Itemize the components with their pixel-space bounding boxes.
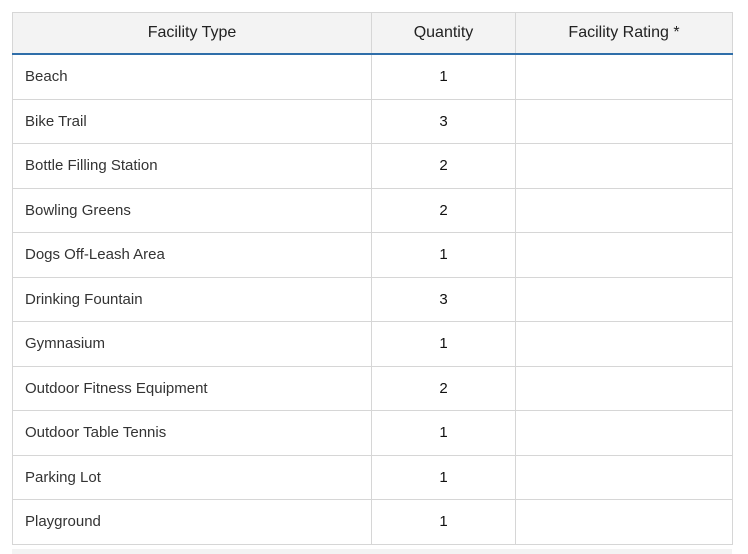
quantity-cell: 1 <box>371 53 516 100</box>
table-row: Beach 1 <box>12 53 733 100</box>
facility-rating-cell[interactable] <box>515 143 733 189</box>
table-row: Drinking Fountain 3 <box>12 276 733 322</box>
facility-type-cell: Playground <box>12 499 372 545</box>
quantity-cell: 2 <box>371 143 516 189</box>
facility-type-cell: Outdoor Table Tennis <box>12 410 372 456</box>
table-row: Outdoor Fitness Equipment 2 <box>12 365 733 411</box>
bottom-divider <box>12 549 732 554</box>
table-row: Playground 1 <box>12 499 733 545</box>
quantity-cell: 3 <box>371 276 516 322</box>
facility-type-cell: Bike Trail <box>12 98 372 144</box>
table-row: Outdoor Table Tennis 1 <box>12 410 733 456</box>
quantity-cell: 1 <box>371 321 516 367</box>
facility-rating-cell[interactable] <box>515 276 733 322</box>
header-quantity[interactable]: Quantity <box>371 12 516 55</box>
quantity-cell: 1 <box>371 232 516 278</box>
quantity-cell: 1 <box>371 499 516 545</box>
table-body: Beach 1 Bike Trail 3 Bottle Filling Station 2… <box>12 53 733 545</box>
facility-rating-cell[interactable] <box>515 499 733 545</box>
facility-rating-cell[interactable] <box>515 232 733 278</box>
facility-table: Facility Type Quantity Facility Rating *… <box>12 12 733 545</box>
facility-rating-cell[interactable] <box>515 410 733 456</box>
facility-rating-cell[interactable] <box>515 454 733 500</box>
facility-type-cell: Bottle Filling Station <box>12 143 372 189</box>
table-row: Bottle Filling Station 2 <box>12 143 733 189</box>
facility-rating-cell[interactable] <box>515 53 733 100</box>
quantity-cell: 1 <box>371 410 516 456</box>
quantity-cell: 2 <box>371 187 516 233</box>
table-header-row: Facility Type Quantity Facility Rating * <box>12 12 733 55</box>
table-row: Parking Lot 1 <box>12 454 733 500</box>
facility-rating-cell[interactable] <box>515 98 733 144</box>
table-row: Gymnasium 1 <box>12 321 733 367</box>
quantity-cell: 1 <box>371 454 516 500</box>
quantity-cell: 3 <box>371 98 516 144</box>
facility-rating-cell[interactable] <box>515 365 733 411</box>
header-facility-rating[interactable]: Facility Rating * <box>515 12 733 55</box>
facility-rating-cell[interactable] <box>515 187 733 233</box>
facility-type-cell: Outdoor Fitness Equipment <box>12 365 372 411</box>
table-row: Dogs Off-Leash Area 1 <box>12 232 733 278</box>
facility-type-cell: Gymnasium <box>12 321 372 367</box>
table-row: Bike Trail 3 <box>12 98 733 144</box>
quantity-cell: 2 <box>371 365 516 411</box>
header-facility-type[interactable]: Facility Type <box>12 12 372 55</box>
facility-type-cell: Beach <box>12 53 372 100</box>
facility-type-cell: Dogs Off-Leash Area <box>12 232 372 278</box>
facility-type-cell: Parking Lot <box>12 454 372 500</box>
table-row: Bowling Greens 2 <box>12 187 733 233</box>
facility-rating-cell[interactable] <box>515 321 733 367</box>
facility-type-cell: Drinking Fountain <box>12 276 372 322</box>
facility-type-cell: Bowling Greens <box>12 187 372 233</box>
